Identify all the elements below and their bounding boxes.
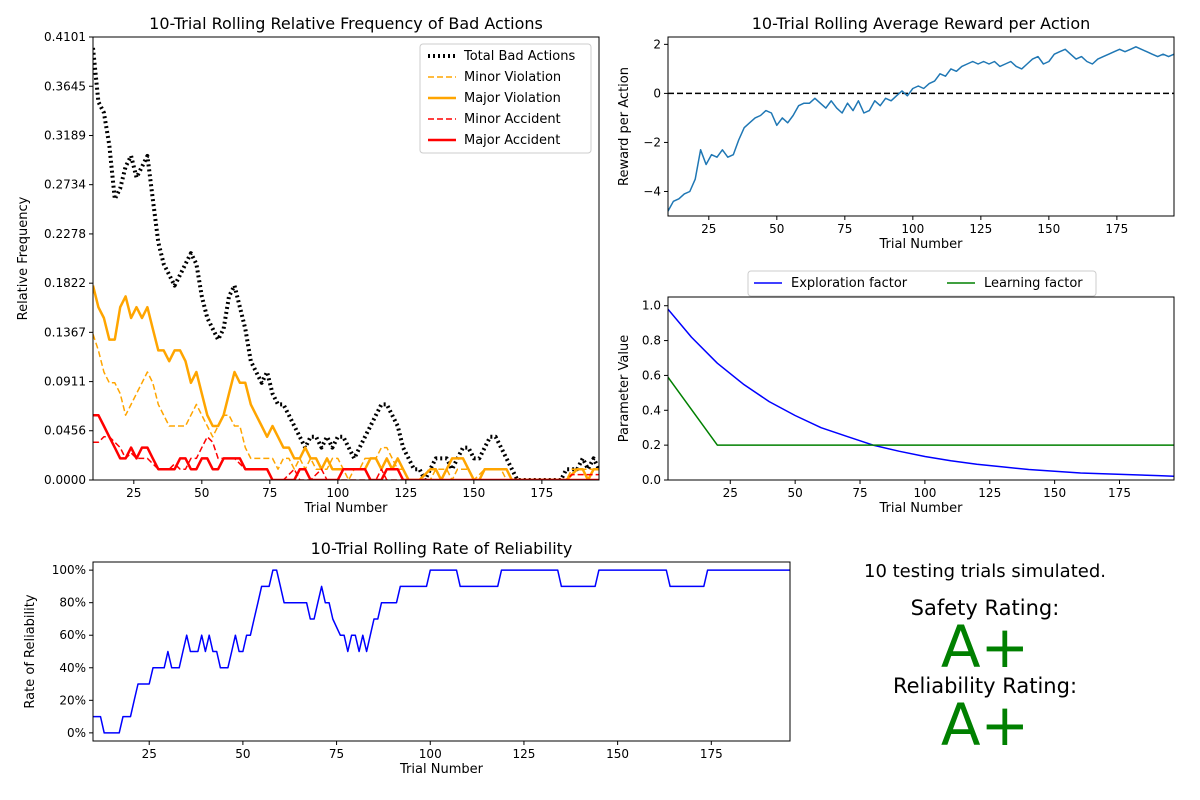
y-axis-label: Parameter Value (617, 335, 632, 442)
x-tick-label: 125 (512, 747, 535, 761)
x-tick-label: 100 (419, 747, 442, 761)
series-line-exploration-factor (668, 308, 1174, 477)
x-tick-label: 25 (142, 747, 157, 761)
x-tick-label: 25 (701, 222, 716, 236)
y-tick-label: 0.4101 (44, 30, 86, 44)
x-axis-label: Trial Number (879, 237, 964, 252)
x-tick-label: 75 (262, 486, 277, 500)
reliability-chart: 25 50 75 100 125 150 175 0% 20% 40% 60% 80% 100% 10-T… (23, 539, 791, 777)
x-tick-label: 50 (788, 486, 803, 500)
x-tick-label: 75 (329, 747, 344, 761)
x-axis-label: Trial Number (304, 501, 389, 516)
y-tick-label: −2 (643, 135, 661, 149)
y-tick-label: 1.0 (642, 299, 661, 313)
y-tick-label: 0.0456 (44, 424, 86, 438)
chart-title: 10-Trial Rolling Rate of Reliability (311, 539, 573, 558)
x-tick-label: 150 (1037, 222, 1060, 236)
reliability-rating-grade: A+ (940, 691, 1030, 759)
y-tick-label: 0.0911 (44, 375, 86, 389)
x-axis-label: Trial Number (399, 762, 484, 777)
chart-title: 10-Trial Rolling Average Reward per Acti… (752, 14, 1091, 33)
x-tick-label: 125 (969, 222, 992, 236)
chart-title: 10-Trial Rolling Relative Frequency of B… (149, 14, 543, 33)
x-tick-label: 175 (1105, 222, 1128, 236)
safety-rating-grade: A+ (940, 613, 1030, 681)
x-tick-label: 75 (837, 222, 852, 236)
y-tick-label: 20% (59, 693, 86, 707)
legend-box (419, 43, 592, 154)
x-tick-label: 125 (394, 486, 417, 500)
y-tick-label: 0.6 (642, 368, 661, 382)
plot-frame (92, 36, 600, 481)
x-tick-label: 100 (913, 486, 936, 500)
series-line-main (93, 569, 790, 734)
y-tick-label: 0 (653, 86, 661, 100)
x-tick-label: 175 (700, 747, 723, 761)
legend: Total Bad Actions Minor Violation Major Vi… (419, 43, 592, 154)
series-line-major-accident (93, 413, 599, 480)
series-line-minor-violation (93, 333, 599, 480)
y-tick-label: 0.3189 (44, 129, 86, 143)
series-line-learning-factor (668, 376, 1174, 446)
plot-frame (667, 296, 1175, 481)
reliability-rating-label: Reliability Rating: (892, 674, 1078, 698)
legend: Exploration factor Learning factor (747, 270, 1097, 297)
x-tick-label: 25 (126, 486, 141, 500)
x-tick-label: 50 (194, 486, 209, 500)
legend-label: Major Accident (464, 133, 560, 148)
series-line-minor-accident (93, 436, 599, 480)
y-tick-label: 0.0000 (44, 473, 86, 487)
y-tick-label: 2 (653, 37, 661, 51)
y-axis-label: Relative Frequency (16, 196, 31, 320)
y-tick-label: 0.1822 (44, 276, 86, 290)
y-tick-label: −4 (643, 184, 661, 198)
x-tick-label: 175 (530, 486, 553, 500)
x-tick-label: 25 (723, 486, 738, 500)
x-tick-label: 150 (1043, 486, 1066, 500)
x-axis-label: Trial Number (879, 501, 964, 516)
y-tick-label: 0% (67, 726, 86, 740)
x-tick-label: 125 (978, 486, 1001, 500)
y-tick-label: 80% (59, 596, 86, 610)
y-tick-label: 0.0 (642, 473, 661, 487)
x-tick-label: 50 (769, 222, 784, 236)
testing-trials-note: 10 testing trials simulated. (864, 561, 1106, 582)
parameters-chart: 25 50 75 100 125 150 175 0.0 0.2 0.4 0.6 0.8 1.0 Tria… (617, 270, 1175, 516)
legend-label: Learning factor (984, 276, 1083, 291)
x-tick-label: 175 (1108, 486, 1131, 500)
y-tick-label: 60% (59, 628, 86, 642)
x-tick-label: 100 (326, 486, 349, 500)
y-axis-label: Rate of Reliability (23, 594, 38, 708)
plot-frame (667, 36, 1175, 217)
legend-label: Minor Violation (464, 70, 561, 85)
y-tick-label: 100% (52, 563, 86, 577)
x-tick-label: 100 (901, 222, 924, 236)
x-tick-label: 50 (235, 747, 250, 761)
x-tick-label: 75 (852, 486, 867, 500)
reward-chart: 25 50 75 100 125 150 175 −4 −2 0 2 10-Trial Rolling… (617, 14, 1175, 252)
y-axis-label: Reward per Action (617, 67, 632, 186)
y-tick-label: 0.2 (642, 438, 661, 452)
legend-label: Exploration factor (791, 276, 908, 291)
y-tick-label: 0.3645 (44, 79, 86, 93)
x-tick-label: 150 (462, 486, 485, 500)
y-tick-label: 0.2278 (44, 227, 86, 241)
y-tick-label: 40% (59, 661, 86, 675)
series-line-major-violation (93, 285, 599, 480)
plot-frame (92, 561, 791, 742)
y-tick-label: 0.4 (642, 403, 661, 417)
legend-label: Total Bad Actions (463, 49, 575, 64)
y-tick-label: 0.1367 (44, 325, 86, 339)
safety-rating-label: Safety Rating: (910, 596, 1060, 620)
y-tick-label: 0.8 (642, 334, 661, 348)
y-tick-label: 0.2734 (44, 178, 86, 192)
x-tick-label: 150 (606, 747, 629, 761)
legend-box (747, 270, 1097, 297)
legend-label: Minor Accident (464, 112, 561, 127)
legend-label: Major Violation (464, 91, 561, 106)
series-line-main (668, 46, 1174, 212)
bad-actions-chart: 25 50 75 100 125 150 175 0.0000 0.0456 0.0911 0.13… (16, 14, 600, 516)
series-line-total-bad-actions (93, 47, 599, 480)
